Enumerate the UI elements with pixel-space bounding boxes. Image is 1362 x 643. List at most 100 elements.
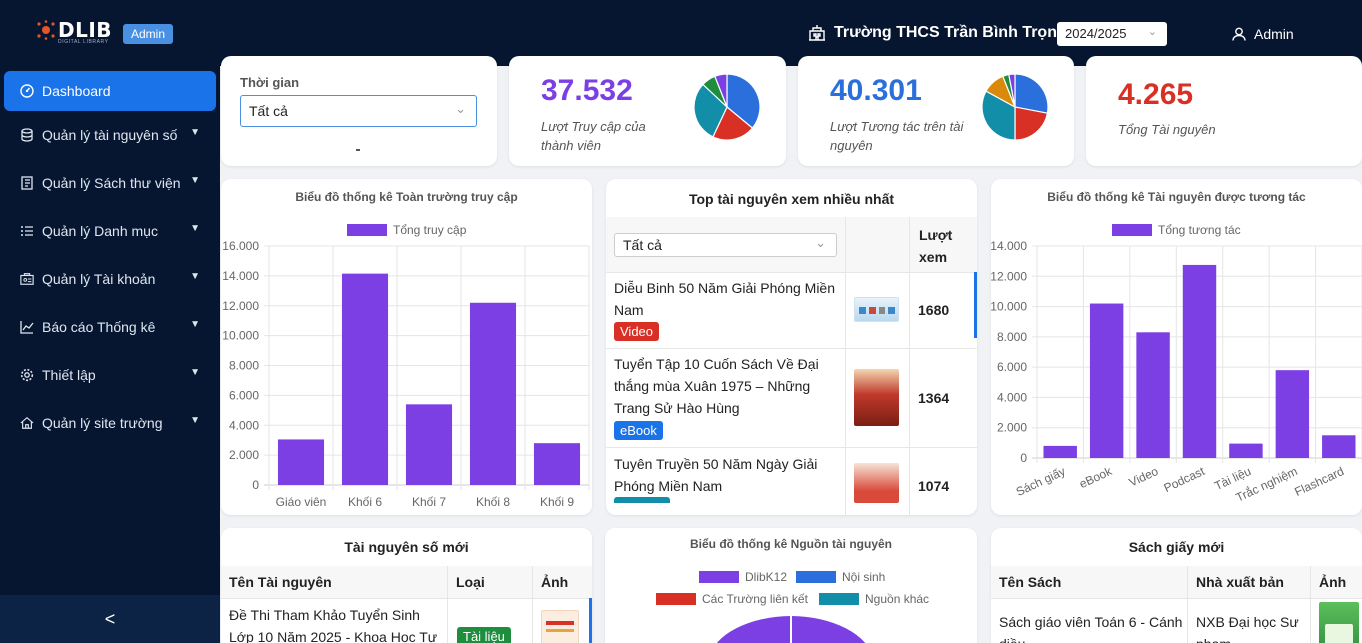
x-tick-label: Khối 7 bbox=[412, 495, 446, 509]
resource-title: Tuyên Truyền 50 Năm Ngày Giải Phóng Miền… bbox=[614, 456, 818, 494]
sidebar-item-label: Quản lý Sách thư viện bbox=[42, 175, 181, 191]
sidebar-collapse-button[interactable]: < bbox=[0, 595, 220, 643]
resource-thumbnail bbox=[854, 297, 899, 322]
interaction-pie-chart bbox=[981, 73, 1049, 141]
top-resources-filter[interactable]: Tất cả ⌄ bbox=[614, 233, 837, 257]
logo-icon bbox=[37, 20, 55, 40]
bar[interactable] bbox=[1089, 303, 1124, 458]
year-select[interactable]: 2024/2025 ⌄ bbox=[1057, 22, 1167, 46]
sidebar-item-settings[interactable]: Thiết lập ▼ bbox=[4, 355, 216, 395]
y-tick-label: 10.000 bbox=[222, 329, 259, 343]
column-header-type: Loại bbox=[456, 574, 485, 590]
bar[interactable] bbox=[277, 439, 325, 485]
source-chart-title: Biểu đồ thống kê Nguồn tài nguyên bbox=[690, 537, 892, 551]
school-name[interactable]: Trường THCS Trần Bình Trọng bbox=[808, 24, 1067, 42]
bar[interactable] bbox=[469, 302, 517, 485]
interaction-bar-chart: 0 2.000 4.000 6.000 8.000 10.000 12.000 14.000 S… bbox=[991, 239, 1362, 505]
source-pie-chart bbox=[716, 616, 866, 643]
table-header bbox=[991, 566, 1362, 598]
book-thumbnail bbox=[1319, 602, 1359, 643]
column-header-image: Ảnh bbox=[541, 574, 569, 590]
bar[interactable] bbox=[1275, 370, 1310, 458]
sidebar-item-label: Quản lý Tài khoản bbox=[42, 271, 156, 287]
sidebar-item-dashboard[interactable]: Dashboard bbox=[4, 71, 216, 111]
stat-resources-label: Tổng Tài nguyên bbox=[1118, 122, 1216, 137]
chevron-down-icon: ▼ bbox=[190, 415, 200, 426]
legend-swatch bbox=[1112, 224, 1152, 236]
table-header bbox=[221, 566, 592, 598]
database-icon bbox=[20, 128, 34, 142]
bar[interactable] bbox=[1182, 264, 1217, 458]
x-tick-label: Giáo viên bbox=[276, 495, 327, 509]
access-bar-chart: 0 2.000 4.000 6.000 8.000 10.000 12.000 14.000 1… bbox=[222, 239, 590, 509]
new-resources-title: Tài nguyên số mới bbox=[344, 539, 469, 555]
year-value: 2024/2025 bbox=[1065, 26, 1127, 41]
thumbnail-decoration bbox=[546, 621, 574, 625]
admin-badge: Admin bbox=[123, 24, 174, 44]
divider bbox=[845, 217, 846, 515]
resource-title: Diễu Binh 50 Năm Giải Phóng Miền Nam bbox=[614, 280, 836, 318]
sidebar-item-reports[interactable]: Báo cáo Thống kê ▼ bbox=[4, 307, 216, 347]
column-header-publisher: Nhà xuất bản bbox=[1196, 574, 1284, 590]
bar[interactable] bbox=[341, 273, 389, 485]
account-icon bbox=[20, 272, 34, 286]
resource-type-badge bbox=[614, 497, 670, 503]
bar[interactable] bbox=[1043, 445, 1077, 458]
bar[interactable] bbox=[405, 404, 453, 485]
stat-interaction-value: 40.301 bbox=[830, 74, 922, 107]
sidebar-item-resources[interactable]: Quản lý tài nguyên số ▼ bbox=[4, 115, 216, 155]
logo[interactable]: DLIB DIGITAL LIBRARY bbox=[36, 18, 113, 45]
logo-subtitle: DIGITAL LIBRARY bbox=[58, 39, 109, 45]
thumbnail-decoration bbox=[859, 307, 895, 314]
book-publisher: NXB Đại học Sư phạm bbox=[1196, 614, 1299, 643]
x-tick-label: Video bbox=[1127, 464, 1161, 490]
logo-text: DLIB bbox=[58, 18, 113, 42]
divider bbox=[447, 566, 448, 643]
legend-item: Nội sinh bbox=[796, 570, 885, 584]
resource-views: 1364 bbox=[918, 390, 950, 406]
scrollbar[interactable] bbox=[974, 272, 977, 338]
scrollbar[interactable] bbox=[589, 598, 592, 643]
chevron-left-icon: < bbox=[104, 608, 116, 629]
chevron-down-icon: ⌄ bbox=[455, 101, 466, 116]
x-tick-label: Khối 8 bbox=[476, 495, 510, 509]
user-menu[interactable]: Admin bbox=[1232, 26, 1294, 42]
y-tick-label: 8.000 bbox=[997, 330, 1027, 344]
book-name: Sách giáo viên Toán 6 - Cánh diều bbox=[999, 614, 1183, 643]
column-header-image: Ảnh bbox=[1319, 574, 1347, 590]
x-tick-label: Flashcard bbox=[1292, 464, 1346, 499]
sidebar-item-accounts[interactable]: Quản lý Tài khoản ▼ bbox=[4, 259, 216, 299]
stat-access-label: Lượt Truy cập của thành viên bbox=[541, 119, 646, 153]
bar[interactable] bbox=[1229, 443, 1263, 458]
y-tick-label: 6.000 bbox=[997, 360, 1027, 374]
divider bbox=[1187, 566, 1188, 643]
sidebar-item-library-books[interactable]: Quản lý Sách thư viện ▼ bbox=[4, 163, 216, 203]
sidebar-item-label: Quản lý tài nguyên số bbox=[42, 127, 178, 143]
school-name-text: Trường THCS Trần Bình Trọng bbox=[834, 24, 1067, 41]
legend-label: Tổng truy cập bbox=[393, 223, 467, 237]
sidebar-item-label: Dashboard bbox=[42, 83, 111, 99]
sidebar-item-school-site[interactable]: Quản lý site trường ▼ bbox=[4, 403, 216, 443]
home-icon bbox=[20, 416, 34, 430]
new-books-card: Sách giấy mới Tên Sách Nhà xuất bản Ảnh … bbox=[991, 528, 1362, 643]
bar[interactable] bbox=[1322, 435, 1356, 458]
sidebar-item-categories[interactable]: Quản lý Danh mục ▼ bbox=[4, 211, 216, 251]
pie-slice bbox=[726, 73, 761, 129]
top-resources-title: Top tài nguyên xem nhiều nhất bbox=[688, 191, 895, 207]
chevron-down-icon: ▼ bbox=[190, 319, 200, 330]
x-tick-label: Podcast bbox=[1162, 464, 1208, 495]
interaction-chart-card: Biểu đồ thống kê Tài nguyên được tương t… bbox=[991, 179, 1362, 515]
y-tick-label: 12.000 bbox=[991, 269, 1027, 283]
pie-slice bbox=[981, 90, 1016, 141]
chevron-down-icon: ▼ bbox=[190, 223, 200, 234]
time-filter-select[interactable]: Tất cả ⌄ bbox=[240, 95, 477, 127]
new-books-title: Sách giấy mới bbox=[1128, 539, 1225, 555]
y-tick-label: 16.000 bbox=[222, 239, 259, 253]
bar[interactable] bbox=[1136, 332, 1170, 458]
y-tick-label: 10.000 bbox=[991, 300, 1027, 314]
legend-label: DlibK12 bbox=[745, 570, 788, 584]
dashboard-icon bbox=[20, 84, 34, 98]
y-tick-label: 4.000 bbox=[997, 390, 1027, 404]
y-tick-label: 4.000 bbox=[229, 418, 259, 432]
bar[interactable] bbox=[533, 443, 581, 485]
